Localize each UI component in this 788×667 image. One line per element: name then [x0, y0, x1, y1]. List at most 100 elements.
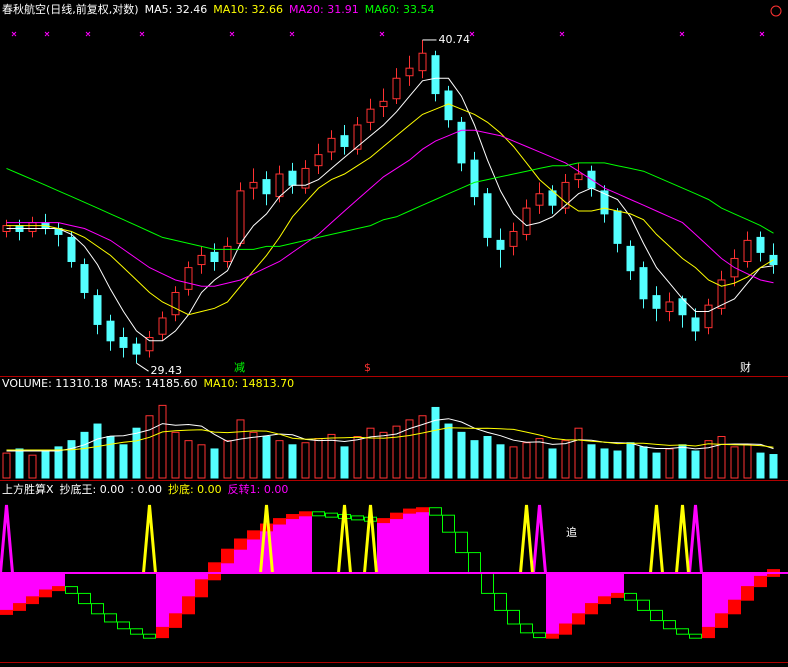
volume-bar — [15, 448, 24, 479]
volume-bar — [769, 454, 778, 479]
osc-step — [299, 511, 312, 517]
osc-step — [689, 633, 702, 639]
close-icon[interactable] — [770, 5, 782, 17]
osc-area — [182, 573, 195, 597]
candle-body — [158, 317, 167, 335]
osc-step — [247, 530, 260, 540]
signal-spike — [649, 504, 664, 574]
candle-body — [574, 173, 583, 181]
osc-step — [91, 603, 104, 615]
volume-bar — [197, 444, 206, 479]
osc-step — [182, 596, 195, 615]
osc-step — [221, 548, 234, 564]
candle-body — [262, 179, 271, 195]
marker-chase: 追 — [566, 525, 577, 539]
osc-step — [156, 626, 169, 639]
osc-step — [702, 626, 715, 639]
osc-step — [442, 514, 455, 533]
osc-step — [143, 633, 156, 639]
osc-area — [52, 573, 65, 587]
volume-bar — [171, 431, 180, 479]
candle-body — [366, 108, 375, 123]
legend-text: : 0.00 — [130, 483, 162, 496]
candle-body — [132, 343, 141, 355]
legend-text: MA5: 32.46 — [145, 3, 208, 16]
candle-body — [665, 301, 674, 313]
candle-body — [106, 320, 115, 342]
candle-body — [197, 254, 206, 266]
candle-body — [483, 193, 492, 238]
volume-bar — [249, 431, 258, 479]
osc-step — [676, 628, 689, 635]
signal-spike — [675, 504, 690, 574]
osc-area — [26, 573, 39, 597]
osc-step — [0, 609, 13, 615]
legend-text: MA60: 33.54 — [365, 3, 435, 16]
volume-bar — [28, 454, 37, 479]
volume-bar — [548, 448, 557, 479]
legend-text: MA5: 14185.60 — [114, 377, 198, 390]
candle-body — [509, 230, 518, 247]
candle-body — [626, 245, 635, 272]
osc-area — [247, 530, 260, 573]
volume-bar — [574, 427, 583, 479]
volume-bar — [392, 425, 401, 479]
osc-step — [13, 603, 26, 611]
candle-body — [522, 207, 531, 235]
volume-bar — [665, 448, 674, 479]
signal-spike — [337, 504, 352, 574]
volume-bar — [2, 452, 11, 479]
marker-cut: 减 — [234, 361, 245, 374]
osc-area — [598, 573, 611, 597]
volume-bar — [67, 440, 76, 479]
volume-bar — [54, 446, 63, 479]
osc-area — [416, 507, 429, 573]
legend-text: MA10: 32.66 — [213, 3, 283, 16]
signal-spike — [259, 504, 274, 574]
candle-body — [67, 236, 76, 263]
osc-step — [169, 613, 182, 628]
volume-bar — [717, 436, 726, 479]
osc-step — [312, 511, 325, 517]
volume-bar — [327, 433, 336, 479]
ma-line — [6, 77, 774, 342]
volume-bar — [522, 442, 531, 479]
candle-body — [93, 295, 102, 325]
high-label: 40.74 — [439, 33, 471, 46]
signal-row — [11, 31, 765, 37]
osc-area — [156, 573, 169, 628]
osc-step — [572, 613, 585, 625]
candle-body — [418, 52, 427, 72]
candle-body — [470, 159, 479, 198]
volume-bar — [210, 448, 219, 479]
ma-line — [6, 103, 774, 316]
candle-body — [756, 236, 765, 253]
osc-area — [403, 509, 416, 573]
osc-step — [754, 575, 767, 588]
volume-bar — [704, 440, 713, 479]
signal-spike — [0, 504, 14, 574]
osc-step — [390, 512, 403, 520]
osc-area — [390, 513, 403, 573]
volume-bar — [561, 440, 570, 479]
volume-bar — [418, 415, 427, 479]
volume-bar — [652, 452, 661, 479]
candle-body — [431, 55, 440, 95]
osc-step — [598, 596, 611, 605]
osc-step — [234, 538, 247, 550]
osc-step — [104, 613, 117, 623]
volume-bar — [353, 436, 362, 479]
candle-body — [275, 173, 284, 198]
volume-bar — [314, 438, 323, 479]
volume-bar — [340, 446, 349, 479]
osc-area — [195, 573, 208, 580]
osc-step — [325, 512, 338, 518]
osc-step — [208, 562, 221, 581]
osc-area — [754, 573, 767, 577]
candle-body — [535, 193, 544, 206]
osc-step — [715, 613, 728, 628]
osc-step — [533, 632, 546, 639]
candle-body — [223, 245, 232, 263]
osc-step — [429, 507, 442, 516]
volume-bar — [132, 427, 141, 479]
